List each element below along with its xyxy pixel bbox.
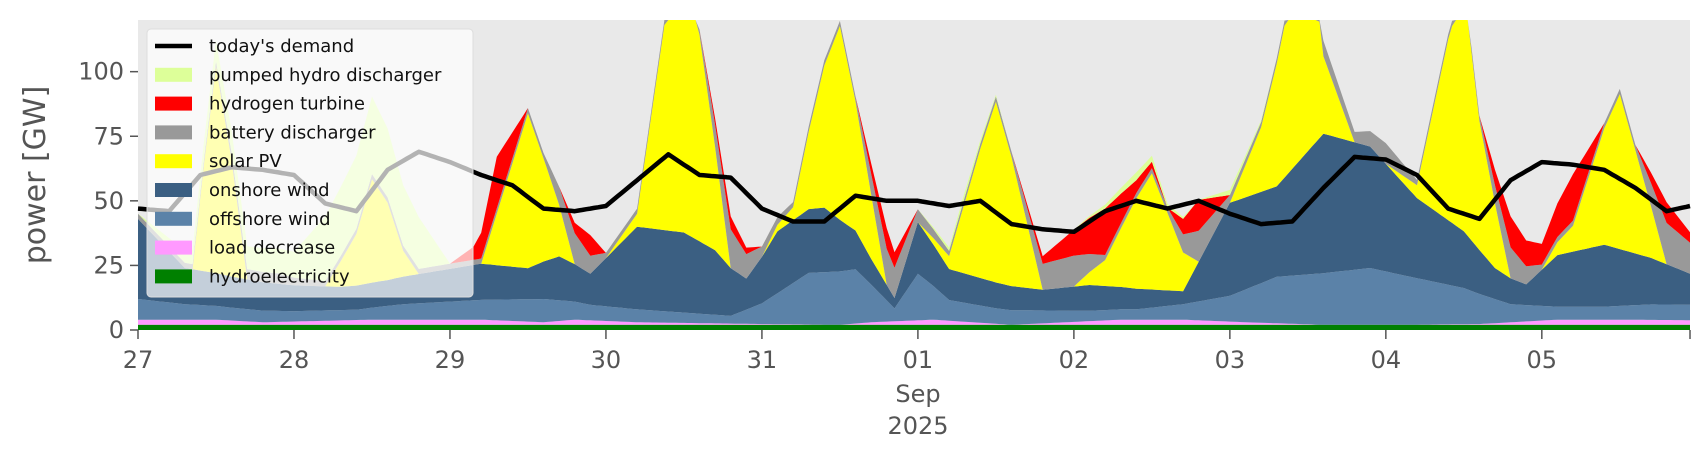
x-tick-label: 04: [1371, 346, 1402, 374]
x-tick-label: 03: [1215, 346, 1246, 374]
area-solar-pv: [138, 20, 1690, 298]
legend-label: hydrogen turbine: [209, 94, 365, 115]
legend-label: solar PV: [209, 151, 282, 172]
x-tick-label: 31: [747, 346, 778, 374]
area-load-decrease: [138, 319, 1690, 325]
y-tick-label: 50: [93, 187, 124, 215]
legend-swatch: [155, 67, 192, 82]
y-tick-label: 25: [93, 251, 124, 279]
legend-box: [146, 28, 474, 298]
legend-swatch: [155, 96, 192, 111]
x-tick-label: 28: [279, 346, 310, 374]
area-hydrogen-turbine: [138, 20, 1690, 282]
area-offshore-wind: [138, 268, 1690, 325]
y-axis: 0 25 50 75 100: [78, 58, 138, 344]
y-tick-label: 100: [78, 58, 124, 86]
legend-label: battery discharger: [209, 122, 376, 143]
x-tick-label: 27: [123, 346, 154, 374]
legend-label: onshore wind: [209, 180, 330, 201]
legend-label: hydroelectricity: [209, 266, 350, 287]
area-hydroelectricity: [138, 324, 1690, 330]
area-onshore-wind: [138, 133, 1690, 316]
x-axis: 27 28 29 30 31 01 02 03 04 05: [123, 330, 1691, 374]
legend-label: offshore wind: [209, 209, 331, 230]
x-month-label: Sep: [895, 380, 940, 408]
legend-swatch: [155, 154, 192, 169]
legend-label: today's demand: [209, 36, 354, 57]
legend-label: pumped hydro discharger: [209, 65, 442, 86]
x-tick-label: 02: [1059, 346, 1090, 374]
y-axis-label: power [GW]: [18, 86, 53, 265]
x-tick-label: 29: [435, 346, 466, 374]
x-tick-label: 30: [591, 346, 622, 374]
legend: today's demand pumped hydro discharger hyd…: [146, 28, 474, 298]
legend-swatch: [155, 125, 192, 140]
legend-swatch: [155, 269, 192, 284]
y-tick-label: 0: [109, 316, 124, 344]
x-tick-label: 01: [903, 346, 934, 374]
legend-label: load decrease: [209, 238, 335, 259]
area-battery-discharger: [138, 20, 1690, 298]
y-tick-label: 75: [93, 122, 124, 150]
legend-swatch: [155, 183, 192, 197]
x-year-label: 2025: [887, 412, 948, 440]
x-tick-label: 05: [1527, 346, 1558, 374]
legend-swatch: [155, 240, 192, 255]
legend-swatch: [155, 211, 192, 226]
